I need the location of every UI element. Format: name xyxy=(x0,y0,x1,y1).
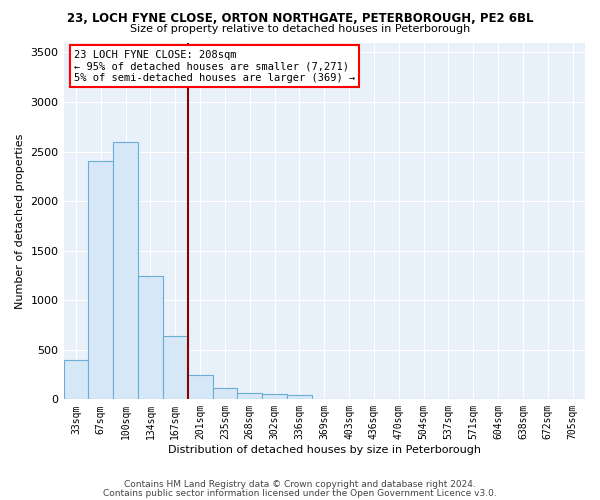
Bar xyxy=(262,394,287,400)
X-axis label: Distribution of detached houses by size in Peterborough: Distribution of detached houses by size … xyxy=(168,445,481,455)
Text: Contains public sector information licensed under the Open Government Licence v3: Contains public sector information licen… xyxy=(103,488,497,498)
Text: 23 LOCH FYNE CLOSE: 208sqm
← 95% of detached houses are smaller (7,271)
5% of se: 23 LOCH FYNE CLOSE: 208sqm ← 95% of deta… xyxy=(74,50,355,83)
Bar xyxy=(64,360,88,400)
Text: Size of property relative to detached houses in Peterborough: Size of property relative to detached ho… xyxy=(130,24,470,34)
Bar xyxy=(188,374,212,400)
Bar xyxy=(212,388,238,400)
Bar xyxy=(163,336,188,400)
Bar xyxy=(238,394,262,400)
Bar xyxy=(113,142,138,400)
Text: Contains HM Land Registry data © Crown copyright and database right 2024.: Contains HM Land Registry data © Crown c… xyxy=(124,480,476,489)
Bar xyxy=(287,396,312,400)
Bar xyxy=(138,276,163,400)
Text: 23, LOCH FYNE CLOSE, ORTON NORTHGATE, PETERBOROUGH, PE2 6BL: 23, LOCH FYNE CLOSE, ORTON NORTHGATE, PE… xyxy=(67,12,533,26)
Bar xyxy=(88,162,113,400)
Y-axis label: Number of detached properties: Number of detached properties xyxy=(15,133,25,308)
